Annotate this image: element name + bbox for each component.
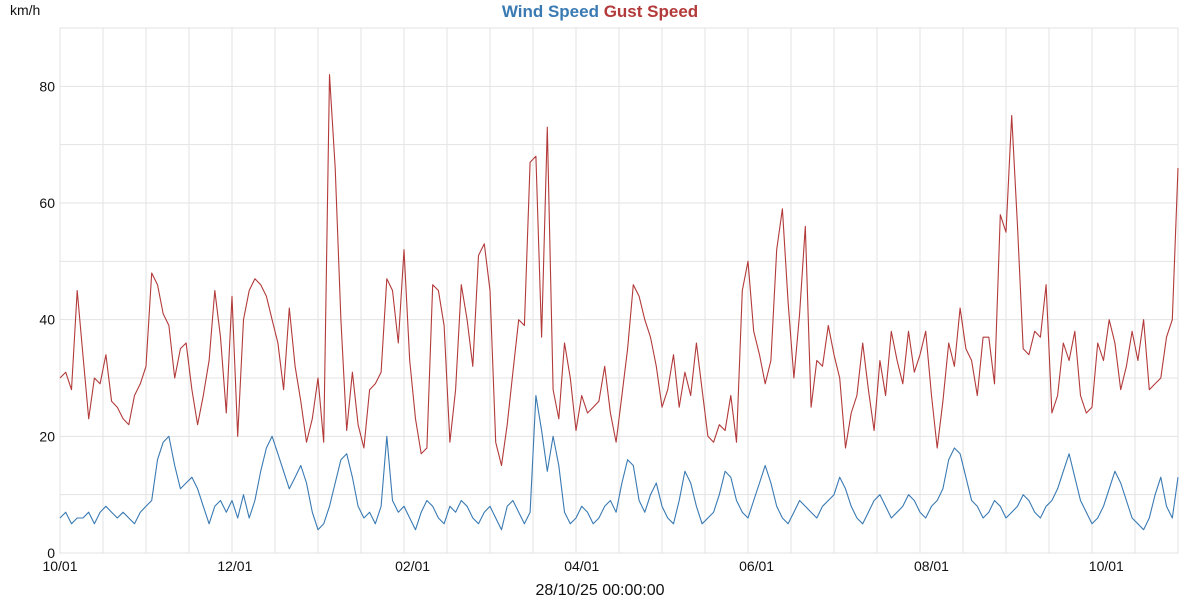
x-tick-label: 08/01: [914, 558, 949, 574]
y-tick-label: 80: [39, 78, 55, 94]
x-tick-label: 04/01: [564, 558, 599, 574]
x-tick-label: 10/01: [42, 558, 77, 574]
gust-speed-line: [59, 74, 1179, 467]
x-tick-label: 10/01: [1089, 558, 1124, 574]
x-tick-label: 02/01: [395, 558, 430, 574]
y-axis-unit-label: km/h: [10, 2, 41, 18]
timestamp-label: 28/10/25 00:00:00: [535, 582, 665, 599]
legend-wind-speed: Wind Speed: [501, 2, 599, 21]
x-tick-label: 12/01: [217, 558, 252, 574]
y-tick-label: 60: [39, 195, 55, 211]
y-tick-label: 20: [39, 428, 55, 444]
x-tick-label: 06/01: [739, 558, 774, 574]
wind-speed-line: [59, 394, 1179, 531]
y-tick-label: 0: [47, 545, 55, 561]
y-tick-label: 40: [39, 312, 55, 328]
chart-legend: Wind Speed Gust Speed: [0, 2, 1200, 22]
legend-gust-speed: Gust Speed: [603, 2, 699, 21]
